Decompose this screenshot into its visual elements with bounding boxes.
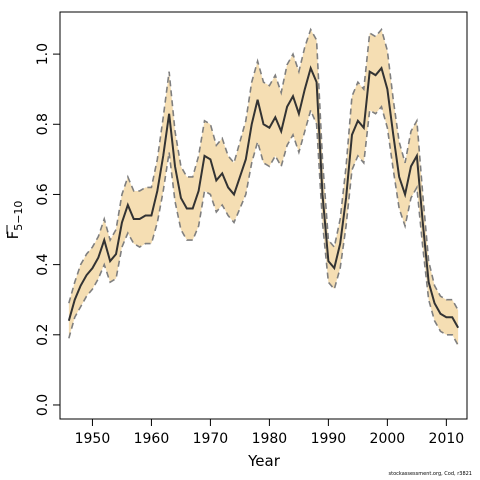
y-tick-label: 0.6 bbox=[35, 183, 51, 205]
upper-bound-line bbox=[68, 27, 459, 311]
x-tick-label: 1980 bbox=[252, 431, 288, 447]
x-tick-label: 1960 bbox=[134, 431, 170, 447]
y-axis-title: F5−10 bbox=[4, 201, 25, 240]
credit-text: stockassessment.org, Cod, r3821 bbox=[388, 471, 472, 477]
x-tick-label: 1970 bbox=[193, 431, 229, 447]
x-axis-title: Year bbox=[247, 452, 281, 470]
y-tick-label: 0.0 bbox=[35, 394, 51, 416]
x-tick-label: 1950 bbox=[75, 431, 111, 447]
confidence-band bbox=[68, 29, 459, 346]
y-tick-label: 0.2 bbox=[35, 324, 51, 346]
y-tick-label: 0.8 bbox=[35, 113, 51, 135]
svg-text:F5−10: F5−10 bbox=[4, 201, 25, 240]
y-tick-label: 1.0 bbox=[35, 43, 51, 65]
x-tick-label: 2010 bbox=[429, 431, 465, 447]
y-tick-label: 0.4 bbox=[35, 253, 51, 275]
x-axis: 1950 1960 1970 1980 1990 2000 2010 bbox=[75, 419, 465, 447]
line-layer bbox=[67, 27, 460, 346]
confidence-band-layer bbox=[68, 29, 459, 346]
y-axis-title-main: F bbox=[4, 231, 22, 240]
y-axis-title-subscript: 5−10 bbox=[12, 201, 25, 231]
plot-frame bbox=[59, 11, 468, 420]
x-tick-label: 2000 bbox=[370, 431, 406, 447]
y-axis: 0.0 0.2 0.4 0.6 0.8 1.0 bbox=[35, 43, 60, 416]
x-tick-label: 1990 bbox=[311, 431, 347, 447]
estimate-line bbox=[67, 65, 460, 329]
